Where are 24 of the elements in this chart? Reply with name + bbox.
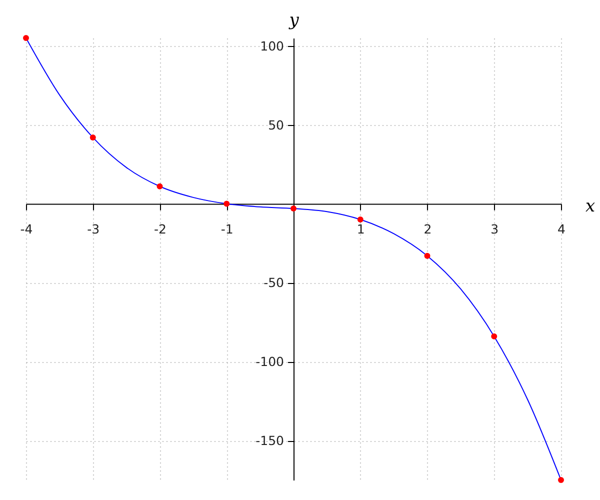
y-tick-label: -50: [264, 275, 284, 290]
point: [357, 216, 364, 223]
x-tick-label: 4: [558, 221, 566, 236]
point: [491, 333, 498, 340]
point: [290, 205, 296, 212]
point: [90, 134, 96, 140]
point: [224, 200, 230, 207]
point: [23, 35, 29, 41]
y-tick-label: 50: [268, 117, 284, 132]
point: [156, 183, 163, 190]
x-tick-label: 2: [424, 221, 432, 236]
x-tick-label: -4: [20, 221, 33, 236]
x-tick-label: -1: [220, 221, 234, 236]
y-tick-label: -100: [256, 354, 284, 370]
y-tick-label: 100: [260, 38, 284, 54]
point: [424, 252, 430, 259]
x-tick-label: -3: [87, 221, 100, 236]
x-tick-label: 3: [490, 221, 499, 236]
y-axis-title: y: [288, 10, 300, 30]
point: [558, 477, 564, 483]
x-tick-label: -2: [154, 221, 166, 236]
y-tick-label: -150: [256, 433, 284, 448]
x-tick-label: 1: [356, 221, 365, 236]
x-axis-title: x: [586, 196, 596, 216]
